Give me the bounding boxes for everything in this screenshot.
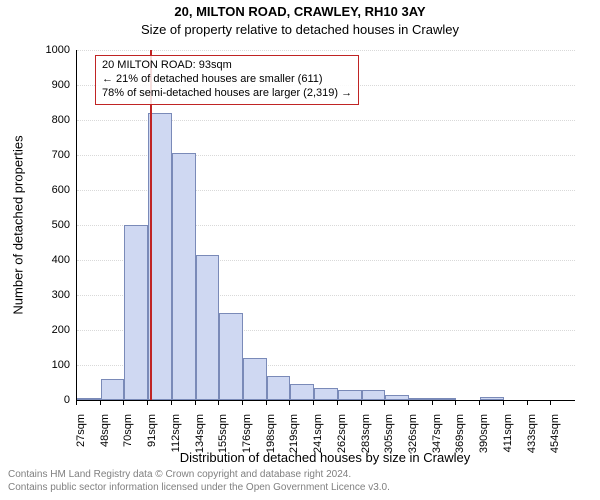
chart-container: 20, MILTON ROAD, CRAWLEY, RH10 3AY Size … [0, 0, 600, 500]
histogram-bar [290, 384, 314, 400]
histogram-bar [219, 313, 243, 401]
x-tick-label: 283sqm [360, 414, 372, 459]
x-tick-mark [76, 400, 77, 405]
x-tick-mark [408, 400, 409, 405]
histogram-bar [196, 255, 220, 400]
x-tick-mark [527, 400, 528, 405]
x-tick-label: 347sqm [431, 414, 443, 459]
x-tick-mark [123, 400, 124, 405]
x-tick-label: 305sqm [383, 414, 395, 459]
y-axis-label: Number of detached properties [11, 135, 26, 314]
x-tick-label: 219sqm [288, 414, 300, 459]
x-tick-mark [289, 400, 290, 405]
y-tick-label: 500 [52, 219, 70, 231]
x-tick-mark [479, 400, 480, 405]
attribution-line: Contains HM Land Registry data © Crown c… [8, 469, 390, 482]
x-tick-mark [147, 400, 148, 405]
histogram-bar [124, 225, 148, 400]
callout-box: 20 MILTON ROAD: 93sqm ← 21% of detached … [95, 55, 359, 105]
chart-title-subtitle: Size of property relative to detached ho… [0, 22, 600, 37]
x-tick-label: 454sqm [549, 414, 561, 459]
histogram-bar [243, 358, 267, 400]
chart-title-address: 20, MILTON ROAD, CRAWLEY, RH10 3AY [0, 4, 600, 19]
x-tick-label: 134sqm [194, 414, 206, 459]
x-tick-mark [195, 400, 196, 405]
x-tick-mark [313, 400, 314, 405]
x-tick-label: 112sqm [170, 414, 182, 459]
y-tick-label: 300 [52, 289, 70, 301]
x-tick-mark [455, 400, 456, 405]
y-tick-label: 800 [52, 114, 70, 126]
x-tick-label: 241sqm [312, 414, 324, 459]
x-tick-label: 390sqm [478, 414, 490, 459]
y-tick-label: 1000 [46, 44, 70, 56]
y-tick-label: 0 [64, 394, 70, 406]
histogram-bar [480, 397, 504, 401]
x-tick-mark [503, 400, 504, 405]
callout-line: ← 21% of detached houses are smaller (61… [102, 73, 352, 87]
histogram-bar [385, 395, 409, 400]
x-tick-mark [218, 400, 219, 405]
x-tick-label: 369sqm [454, 414, 466, 459]
histogram-bar [409, 398, 433, 400]
x-tick-label: 326sqm [407, 414, 419, 459]
x-tick-mark [361, 400, 362, 405]
histogram-bar [172, 153, 196, 400]
attribution-line: Contains public sector information licen… [8, 482, 390, 495]
x-tick-mark [100, 400, 101, 405]
histogram-bar [338, 390, 362, 401]
y-tick-label: 400 [52, 254, 70, 266]
x-tick-mark [242, 400, 243, 405]
x-tick-mark [384, 400, 385, 405]
y-tick-label: 900 [52, 79, 70, 91]
histogram-bar [77, 398, 101, 400]
y-tick-label: 600 [52, 184, 70, 196]
y-tick-label: 100 [52, 359, 70, 371]
histogram-bar [314, 388, 338, 400]
x-tick-label: 91sqm [146, 414, 158, 459]
y-tick-label: 200 [52, 324, 70, 336]
x-tick-label: 198sqm [265, 414, 277, 459]
histogram-bar [433, 398, 457, 400]
x-tick-label: 411sqm [502, 414, 514, 459]
x-tick-mark [171, 400, 172, 405]
x-tick-label: 27sqm [75, 414, 87, 459]
callout-line: 20 MILTON ROAD: 93sqm [102, 59, 352, 73]
x-tick-label: 433sqm [526, 414, 538, 459]
x-tick-label: 262sqm [336, 414, 348, 459]
histogram-bar [362, 390, 386, 401]
histogram-bar [101, 379, 125, 400]
x-tick-mark [432, 400, 433, 405]
x-tick-label: 176sqm [241, 414, 253, 459]
x-tick-label: 155sqm [217, 414, 229, 459]
x-tick-label: 70sqm [122, 414, 134, 459]
callout-line: 78% of semi-detached houses are larger (… [102, 87, 352, 101]
x-tick-label: 48sqm [99, 414, 111, 459]
attribution: Contains HM Land Registry data © Crown c… [8, 469, 390, 494]
y-tick-label: 700 [52, 149, 70, 161]
x-tick-mark [266, 400, 267, 405]
x-tick-mark [550, 400, 551, 405]
x-tick-mark [337, 400, 338, 405]
histogram-bar [267, 376, 291, 401]
